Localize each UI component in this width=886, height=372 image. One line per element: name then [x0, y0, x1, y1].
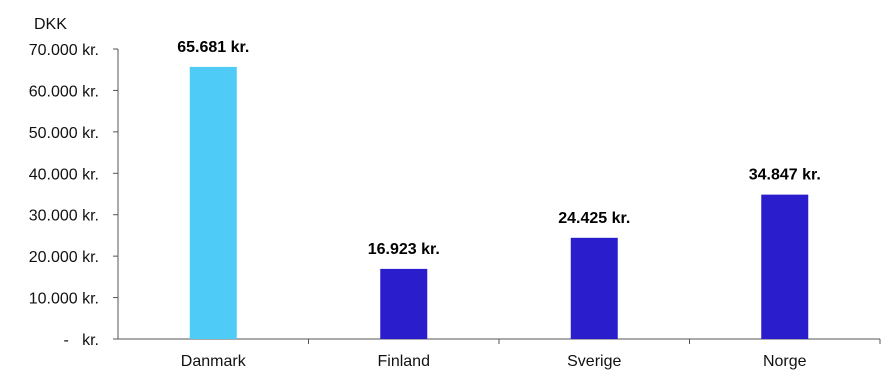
y-tick-label: 70.000 kr. — [29, 42, 99, 59]
bar-norge — [761, 194, 809, 339]
data-label: 65.681 kr. — [177, 39, 249, 56]
bar-sverige — [570, 237, 618, 339]
y-tick-label: 40.000 kr. — [29, 166, 99, 183]
y-tick-label: 50.000 kr. — [29, 125, 99, 142]
y-tick-label: 30.000 kr. — [29, 208, 99, 225]
data-label: 34.847 kr. — [749, 167, 821, 184]
x-category-label: Finland — [378, 353, 430, 370]
data-label: 16.923 kr. — [368, 241, 440, 258]
y-tick-label: 10.000 kr. — [29, 291, 99, 308]
bars-group: 65.681 kr. Danmark 16.923 kr. Finland 24.425… — [177, 39, 821, 370]
x-axis — [118, 338, 881, 344]
y-tick-label: - kr. — [63, 332, 99, 349]
y-axis-unit-label: DKK — [34, 16, 67, 33]
x-category-label: Norge — [763, 353, 807, 370]
bar-finland — [380, 268, 428, 339]
y-tick-label: 60.000 kr. — [29, 83, 99, 100]
x-category-label: Danmark — [181, 353, 247, 370]
y-axis: - kr. 10.000 kr. 20.000 kr. 30.000 kr. 40.00… — [29, 42, 119, 349]
bar-danmark — [189, 66, 237, 339]
data-label: 24.425 kr. — [558, 210, 630, 227]
x-category-label: Sverige — [567, 353, 621, 370]
y-tick-label: 20.000 kr. — [29, 249, 99, 266]
